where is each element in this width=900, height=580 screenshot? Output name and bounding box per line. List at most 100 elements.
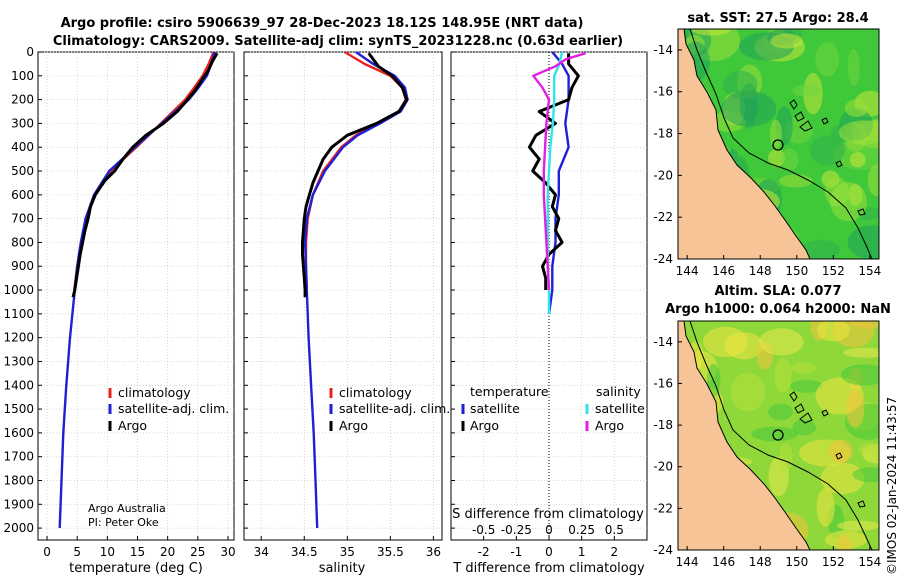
legend-label-sal-satellite: satellite <box>595 401 645 416</box>
sla-map-title: Altim. SLA: 0.077 <box>715 284 842 299</box>
sst-map-frame <box>677 28 880 260</box>
map-field-patch <box>837 520 879 531</box>
map-xtick-label: 154 <box>858 264 881 278</box>
xtick-label: 20 <box>160 545 175 559</box>
map-xtick-label: 146 <box>712 264 735 278</box>
map-xtick-label: 148 <box>749 264 772 278</box>
map-ytick-label: -14 <box>653 335 673 349</box>
map-field-patch <box>790 362 816 374</box>
map-ytick-label: -18 <box>653 127 673 141</box>
map-xtick-label: 152 <box>822 555 845 569</box>
series-line-argo <box>301 52 409 298</box>
xtick-label: 5 <box>73 545 81 559</box>
ytick-label: 1100 <box>3 307 34 321</box>
ytick-label: 400 <box>11 140 34 154</box>
salinity-xlabel: salinity <box>319 561 366 576</box>
sla-map: Altim. SLA: 0.077 Argo h1000: 0.064 h200… <box>653 284 890 569</box>
sla-land-mass <box>678 321 811 550</box>
ytick-label: 1200 <box>3 331 34 345</box>
figure-title-line2: Climatology: CARS2009. Satellite-adj cli… <box>53 34 623 49</box>
credit-line1: Argo Australia <box>88 502 166 515</box>
map-ytick-label: -14 <box>653 43 673 57</box>
sst-map-title: sat. SST: 27.5 Argo: 28.4 <box>687 11 868 26</box>
ytick-label: 300 <box>11 116 34 130</box>
map-ytick-label: -16 <box>653 376 673 390</box>
salinity-axes-frame <box>243 51 443 541</box>
sla-reefs <box>789 391 866 508</box>
xtick2-label: 0.25 <box>568 523 595 537</box>
xtick-label: -1 <box>510 545 522 559</box>
ytick-label: 1500 <box>3 402 34 416</box>
sla-argo-location <box>772 429 784 441</box>
legend-label-satellite: satellite-adj. clim. <box>118 401 229 416</box>
ytick-label: 500 <box>11 164 34 178</box>
map-field-patch <box>770 33 803 49</box>
xtick-label: 34.5 <box>291 545 318 559</box>
map-field-patch <box>828 439 853 464</box>
map-field-patch <box>849 152 866 168</box>
map-field-patch <box>790 379 824 393</box>
map-field-patch <box>691 29 731 36</box>
map-xtick-label: 146 <box>712 555 735 569</box>
temperature-axes-frame <box>37 51 235 541</box>
ytick-label: 100 <box>11 69 34 83</box>
map-field-patch <box>843 347 879 358</box>
series-line-temperature-argo <box>527 53 580 290</box>
series-line-temperature-satellite <box>547 51 570 315</box>
xtick-label: 34 <box>254 545 269 559</box>
ytick-label: 1700 <box>3 450 34 464</box>
map-field-patch <box>801 239 840 259</box>
sst-argo-location <box>772 139 784 151</box>
map-field-patch <box>769 119 783 150</box>
map-field-patch <box>768 403 793 421</box>
xtick-label: 36 <box>426 545 441 559</box>
map-ytick-label: -16 <box>653 85 673 99</box>
credit-line2: PI: Peter Oke <box>88 516 159 529</box>
map-xtick-label: 144 <box>676 264 699 278</box>
map-field-patch <box>759 328 804 356</box>
ytick-label: 2000 <box>3 521 34 535</box>
map-field-patch <box>815 42 840 77</box>
map-field-patch <box>779 443 793 473</box>
map-field-patch <box>774 358 792 393</box>
map-field-patch <box>809 135 846 166</box>
figure-title-line1: Argo profile: csiro 5906639_97 28-Dec-20… <box>61 16 584 31</box>
map-field-patch <box>837 535 852 550</box>
xtick-label: 2 <box>611 545 619 559</box>
sla-shelf-contour <box>689 321 873 550</box>
legend-label-climatology: climatology <box>339 385 412 400</box>
ytick-label: 1600 <box>3 426 34 440</box>
salinity-legend: climatology satellite-adj. clim. Argo <box>329 385 450 433</box>
series-line-salinity-argo <box>532 52 586 291</box>
map-xtick-label: 150 <box>785 555 808 569</box>
map-field-patch <box>730 373 766 412</box>
sst-map: sat. SST: 27.5 Argo: 28.4 144 146 148 150 15… <box>653 11 881 278</box>
legend-label-climatology: climatology <box>118 385 191 400</box>
ytick-label: 1000 <box>3 283 34 297</box>
xtick2-label: -0.5 <box>472 523 495 537</box>
legend-title-temperature: temperature <box>470 384 549 399</box>
legend-label-temp-argo: Argo <box>470 418 499 433</box>
ytick-label: 800 <box>11 235 34 249</box>
sst-reefs <box>789 99 866 216</box>
map-ytick-label: -18 <box>653 418 673 432</box>
difference-legend: temperature salinity satellite Argo sate… <box>461 384 645 433</box>
map-field-patch <box>792 84 821 97</box>
temperature-xlabel: temperature (deg C) <box>69 561 203 576</box>
series-line-argo <box>71 52 219 298</box>
xtick-label: 0 <box>43 545 51 559</box>
timestamp-label: ©IMOS 02-Jan-2024 11:43:57 <box>885 397 899 575</box>
xtick-label: 10 <box>100 545 115 559</box>
map-ytick-label: -20 <box>653 460 673 474</box>
map-field-patch <box>751 426 799 442</box>
map-field-patch <box>722 70 758 99</box>
xtick-label: 30 <box>220 545 235 559</box>
map-xtick-label: 154 <box>858 555 881 569</box>
sst-shelf-contour <box>689 29 873 259</box>
map-field-patch <box>820 462 865 495</box>
map-field-patch <box>781 148 799 171</box>
map-field-patch <box>846 389 865 428</box>
sla-map-frame <box>677 320 880 551</box>
ytick-label: 200 <box>11 93 34 107</box>
